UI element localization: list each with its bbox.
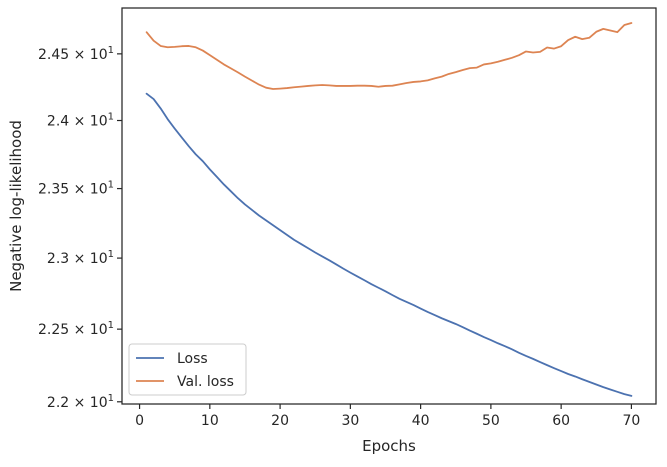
series-line-1 [145, 92, 633, 397]
legend-label: Loss [177, 351, 208, 367]
y-tick-label: 2.2 × 101 [47, 393, 114, 411]
x-tick-label: 70 [622, 413, 640, 429]
x-axis: 0 10 20 30 40 50 60 70 [135, 404, 640, 429]
y-axis: 2.2 × 101 2.25 × 101 2.3 × 101 2.35 × 101 2.… [38, 45, 122, 411]
x-tick-label: 20 [271, 413, 289, 429]
y-tick-label: 2.35 × 101 [38, 180, 114, 198]
legend-box [128, 343, 247, 396]
x-tick-label: 10 [201, 413, 219, 429]
x-tick-label: 50 [482, 413, 500, 429]
legend: Loss Val. loss [128, 343, 247, 396]
x-tick-label: 40 [412, 413, 430, 429]
x-axis-label: Epochs [362, 437, 416, 455]
series-line-2 [145, 22, 633, 90]
plot-area [145, 22, 633, 397]
y-tick-label: 2.25 × 101 [38, 320, 114, 338]
y-tick-label: 2.4 × 101 [47, 112, 114, 130]
y-tick-label: 2.3 × 101 [47, 249, 114, 267]
axes-frame [121, 7, 657, 405]
y-tick-label: 2.45 × 101 [38, 45, 114, 63]
x-tick-label: 0 [135, 413, 144, 429]
x-tick-label: 60 [552, 413, 570, 429]
y-axis-label: Negative log-likelihood [7, 120, 25, 292]
x-tick-label: 30 [341, 413, 359, 429]
legend-label: Val. loss [177, 374, 234, 390]
